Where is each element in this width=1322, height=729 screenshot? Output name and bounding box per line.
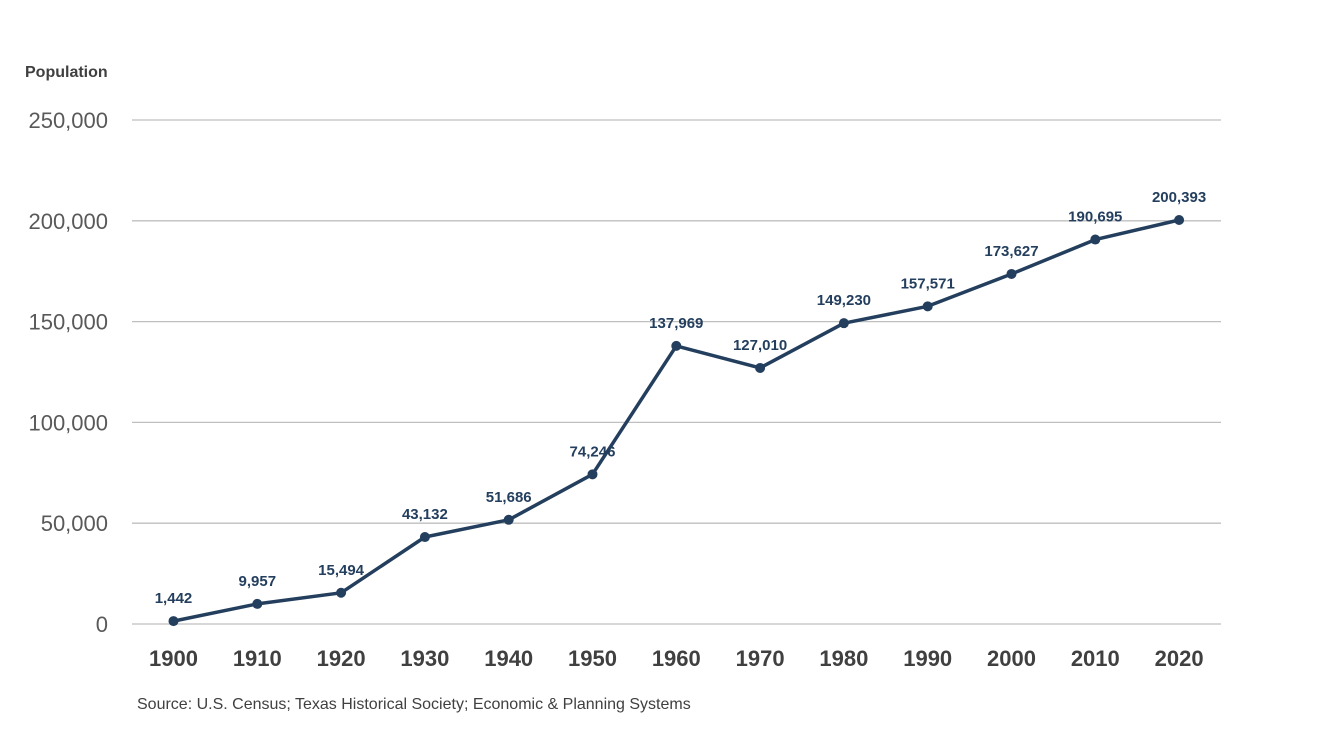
x-tick-label: 1950 xyxy=(568,646,617,671)
data-label-1940: 51,686 xyxy=(486,489,532,506)
data-label-1910: 9,957 xyxy=(239,573,277,590)
data-labels: 1,442 9,957 15,494 43,132 51,686 74,246 137,96… xyxy=(155,189,1206,607)
data-label-1990: 157,571 xyxy=(901,275,955,292)
data-point-1990 xyxy=(922,301,933,312)
x-tick-label: 2010 xyxy=(1071,646,1120,671)
x-tick-labels: 1900 1910 1920 1930 1940 1950 1960 1970 1980 1990… xyxy=(149,646,1204,671)
data-label-2020: 200,393 xyxy=(1152,189,1206,206)
data-point-2020 xyxy=(1174,215,1185,226)
x-tick-label: 1980 xyxy=(819,646,868,671)
data-point-1920 xyxy=(336,587,347,598)
x-tick-label: 1920 xyxy=(317,646,366,671)
y-tick-label: 200,000 xyxy=(28,209,108,234)
x-tick-label: 1970 xyxy=(736,646,785,671)
y-tick-label: 100,000 xyxy=(28,410,108,435)
data-points xyxy=(168,215,1185,627)
data-label-1980: 149,230 xyxy=(817,292,871,309)
data-point-2000 xyxy=(1006,268,1017,279)
data-label-2000: 173,627 xyxy=(984,243,1038,260)
x-tick-label: 1960 xyxy=(652,646,701,671)
gridlines xyxy=(132,119,1221,625)
data-label-2010: 190,695 xyxy=(1068,209,1122,226)
y-axis-title: Population xyxy=(25,64,108,81)
data-point-1900 xyxy=(168,616,179,627)
data-point-1950 xyxy=(587,469,598,480)
data-point-2010 xyxy=(1090,234,1101,245)
data-point-1960 xyxy=(671,340,682,351)
x-tick-label: 1910 xyxy=(233,646,282,671)
data-label-1930: 43,132 xyxy=(402,506,448,523)
y-tick-label: 250,000 xyxy=(28,108,108,133)
x-tick-label: 1990 xyxy=(903,646,952,671)
data-label-1950: 74,246 xyxy=(570,443,616,460)
data-point-1980 xyxy=(838,318,849,329)
data-point-1930 xyxy=(419,532,430,543)
data-label-1970: 127,010 xyxy=(733,337,787,354)
data-label-1920: 15,494 xyxy=(318,562,365,579)
x-tick-label: 2020 xyxy=(1155,646,1204,671)
data-point-1970 xyxy=(755,362,766,373)
x-tick-label: 2000 xyxy=(987,646,1036,671)
y-tick-label: 150,000 xyxy=(28,310,108,335)
y-tick-labels: 0 50,000 100,000 150,000 200,000 250,000 xyxy=(28,108,108,637)
y-tick-label: 50,000 xyxy=(41,511,108,536)
data-point-1940 xyxy=(503,514,514,525)
x-tick-label: 1930 xyxy=(400,646,449,671)
data-label-1960: 137,969 xyxy=(649,315,703,332)
data-label-1900: 1,442 xyxy=(155,590,193,607)
source-note: Source: U.S. Census; Texas Historical So… xyxy=(137,696,691,713)
x-tick-label: 1900 xyxy=(149,646,198,671)
x-tick-label: 1940 xyxy=(484,646,533,671)
data-point-1910 xyxy=(252,598,263,609)
y-tick-label: 0 xyxy=(96,612,108,637)
